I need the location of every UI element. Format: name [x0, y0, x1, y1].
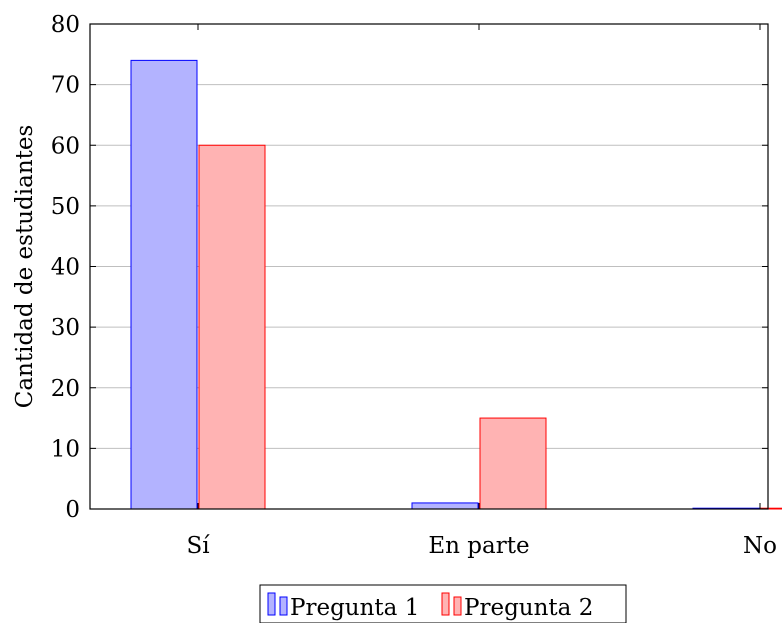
y-tick-label-30: 30	[51, 315, 80, 341]
legend-swatch-pregunta-1-b	[279, 596, 288, 616]
legend-label-pregunta-2: Pregunta 2	[464, 595, 593, 621]
bar-pregunta-2-en-parte	[479, 417, 547, 510]
y-tick-labels: 0 10 20 30 40 50 60 70 80	[51, 12, 80, 523]
bar-pregunta-1-si	[130, 59, 198, 510]
y-tick-label-60: 60	[51, 133, 80, 159]
legend-label-pregunta-1: Pregunta 1	[290, 595, 419, 621]
legend-swatch-pregunta-1-a	[267, 592, 276, 616]
x-tick-label-no: No	[743, 533, 777, 559]
y-tick-label-10: 10	[51, 436, 80, 462]
x-tick-label-si: Sí	[186, 533, 210, 559]
x-tick-label-en-parte: En parte	[428, 533, 529, 559]
y-tick-label-80: 80	[51, 12, 80, 38]
axis-ticks	[90, 23, 768, 510]
bar-pregunta-1-en-parte	[411, 502, 479, 510]
legend-swatch-pregunta-2-b	[453, 596, 462, 616]
y-tick-label-50: 50	[51, 194, 80, 220]
legend-swatch-pregunta-2-a	[441, 592, 450, 616]
y-tick-label-20: 20	[51, 376, 80, 402]
legend: Pregunta 1 Pregunta 2	[259, 584, 627, 623]
bars	[130, 59, 782, 510]
y-tick-label-70: 70	[51, 73, 80, 99]
y-tick-label-40: 40	[51, 255, 80, 281]
y-tick-label-0: 0	[65, 497, 80, 523]
x-tick-labels: Sí En parte No	[186, 533, 777, 559]
bar-pregunta-2-si	[198, 144, 266, 510]
y-axis-label: Cantidad de estudiantes	[12, 125, 38, 409]
